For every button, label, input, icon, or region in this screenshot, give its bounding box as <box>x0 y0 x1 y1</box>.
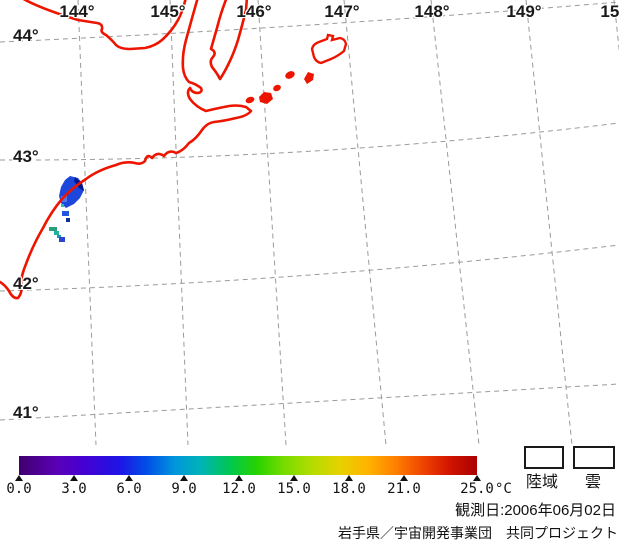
parallel-44 <box>0 1 619 43</box>
meridian-146 <box>257 0 287 446</box>
colorbar-tick <box>345 475 353 481</box>
legend-land-swatch <box>524 446 564 469</box>
lon-label-145: 145° <box>150 2 186 21</box>
legend-cloud-label: 雲 <box>585 474 602 491</box>
coast-pacific <box>0 0 253 300</box>
lat-label-42: 42° <box>13 274 39 293</box>
lon-label-146: 146° <box>236 2 272 21</box>
meridian-150 <box>613 0 619 54</box>
lon-label-144: 144° <box>59 2 95 21</box>
islet <box>285 71 295 79</box>
lon-label-149: 149° <box>506 2 542 21</box>
legend-land-label: 陸域 <box>526 474 559 491</box>
colorbar-tick-label: 21.0 <box>387 481 421 497</box>
sst-pixel-navy <box>66 218 70 222</box>
meridian-145 <box>169 0 189 446</box>
colorbar-unit-label: °C <box>495 481 512 497</box>
colorbar-tick <box>290 475 298 481</box>
sst-pixel-blue <box>62 211 69 216</box>
colorbar-tick-label: 25.0 <box>460 481 494 497</box>
colorbar-tick-label: 3.0 <box>61 481 87 497</box>
colorbar-tick <box>15 475 23 481</box>
sst-patch-light <box>61 196 67 202</box>
sst-data-patch <box>49 176 84 242</box>
sst-pixel-cyan <box>61 204 64 207</box>
legend-cloud-swatch <box>573 446 615 469</box>
sst-pixel-blue2 <box>59 237 65 242</box>
coastline <box>0 0 253 300</box>
parallel-41 <box>0 383 619 421</box>
sst-patch-main <box>59 176 84 208</box>
colorbar-tick <box>400 475 408 481</box>
islet <box>259 92 273 104</box>
graticule <box>0 0 619 446</box>
meridian-148 <box>430 0 480 446</box>
coast-kunashiri <box>209 0 249 81</box>
colorbar-tick-label: 12.0 <box>222 481 256 497</box>
islet <box>273 84 281 92</box>
lon-label-150: 150° <box>600 2 619 21</box>
lon-label-147: 147° <box>324 2 360 21</box>
sst-pixel-teal2 <box>57 235 61 238</box>
colorbar-tick-label: 0.0 <box>6 481 32 497</box>
parallel-43 <box>0 122 619 161</box>
islet <box>245 96 255 104</box>
habomai-islets <box>245 71 314 104</box>
shikotan-island-outline <box>310 33 348 65</box>
colorbar-tick-label: 9.0 <box>171 481 197 497</box>
map-area: 144° 145° 146° 147° 148° 149° 150° 44° 4… <box>0 0 619 446</box>
colorbar-tick <box>235 475 243 481</box>
observation-date: 観測日:2006年06月02日 <box>455 502 616 519</box>
sst-colorbar <box>19 456 477 475</box>
lat-label-44: 44° <box>13 26 39 45</box>
sst-pixel-teal <box>54 231 59 235</box>
lat-label-41: 41° <box>13 403 39 422</box>
colorbar-tick <box>70 475 78 481</box>
project-credit: 岩手県／宇宙開発事業団 共同プロジェクト <box>338 525 618 541</box>
lat-label-43: 43° <box>13 147 39 166</box>
lon-label-148: 148° <box>414 2 450 21</box>
map-svg <box>0 0 619 446</box>
colorbar-tick-label: 18.0 <box>332 481 366 497</box>
colorbar-tick <box>125 475 133 481</box>
coast-okhotsk <box>22 0 187 51</box>
sst-pixel-green <box>49 227 57 231</box>
colorbar-tick-label: 6.0 <box>116 481 142 497</box>
meridian-147 <box>343 0 387 446</box>
parallel-42 <box>0 244 619 292</box>
meridian-149 <box>525 0 573 446</box>
meridian-144 <box>77 0 97 446</box>
colorbar-tick-label: 15.0 <box>277 481 311 497</box>
colorbar-tick <box>180 475 188 481</box>
islet <box>304 72 314 84</box>
colorbar-tick <box>473 475 481 481</box>
